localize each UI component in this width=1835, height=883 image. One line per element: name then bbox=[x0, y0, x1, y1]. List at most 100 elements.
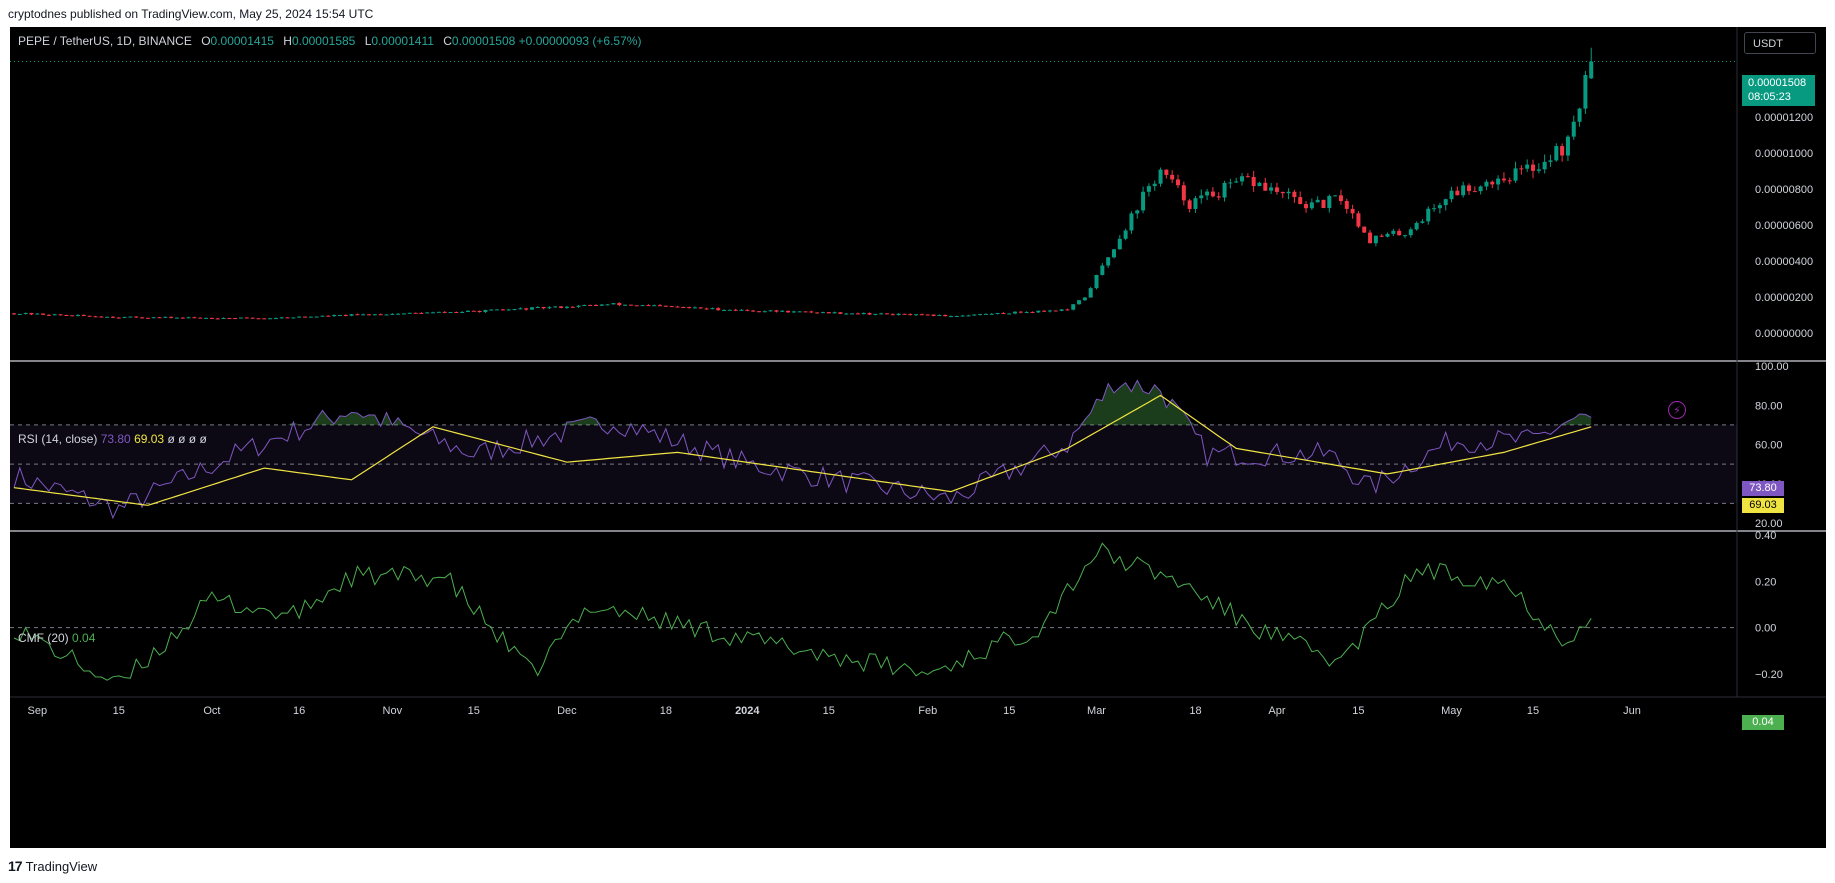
candle-body bbox=[1420, 221, 1425, 223]
candle-body bbox=[151, 317, 156, 319]
candle-body bbox=[535, 307, 540, 309]
candle-body bbox=[1228, 182, 1233, 184]
candle-body bbox=[960, 315, 965, 317]
candle-body bbox=[407, 312, 412, 314]
candle-body bbox=[436, 311, 441, 313]
candle-body bbox=[890, 314, 895, 316]
x-tick-label: 15 bbox=[823, 705, 835, 717]
candle-body bbox=[605, 304, 610, 306]
candle-body bbox=[983, 313, 988, 315]
candle-body bbox=[1274, 187, 1279, 192]
candle-body bbox=[623, 304, 628, 306]
candle-body bbox=[1152, 183, 1157, 187]
candle-body bbox=[401, 313, 406, 315]
candle-body bbox=[1047, 310, 1052, 312]
candle-body bbox=[611, 303, 616, 305]
candle-body bbox=[221, 318, 226, 320]
candle-body bbox=[727, 309, 732, 311]
candle-body bbox=[76, 314, 81, 316]
candle-body bbox=[669, 306, 674, 308]
cmf-value-tag: 0.04 bbox=[1742, 715, 1784, 730]
candle-body bbox=[559, 306, 564, 308]
candle-body bbox=[774, 310, 779, 312]
candle-body bbox=[1018, 311, 1023, 313]
candle-body bbox=[1525, 164, 1530, 169]
candle-body bbox=[1402, 235, 1407, 237]
candle-body bbox=[1350, 208, 1355, 214]
candle-body bbox=[1333, 195, 1338, 197]
candle-body bbox=[844, 313, 849, 315]
candle-body bbox=[1053, 310, 1058, 312]
candle-body bbox=[1024, 311, 1029, 313]
cmf-title: CMF (20) bbox=[18, 631, 69, 645]
candle-body bbox=[1344, 201, 1349, 209]
rsi-ma-line bbox=[13, 394, 1592, 506]
candle-body bbox=[1536, 169, 1541, 171]
candle-body bbox=[413, 312, 418, 314]
candle-body bbox=[1397, 230, 1402, 236]
candle-body bbox=[1391, 230, 1396, 234]
high-value: 0.00001585 bbox=[291, 34, 356, 48]
candle-body bbox=[244, 317, 249, 319]
candle-body bbox=[128, 316, 133, 318]
candle-body bbox=[1059, 309, 1064, 311]
chart-canvas[interactable]: 0.000016000.000014000.000012000.00001000… bbox=[10, 27, 1826, 848]
candle-body bbox=[1146, 186, 1151, 192]
candle-body bbox=[850, 313, 855, 315]
candle-body bbox=[332, 315, 337, 317]
candle-body bbox=[285, 317, 290, 319]
cmf-tick-label: 0.20 bbox=[1755, 576, 1776, 588]
candle-body bbox=[134, 316, 139, 318]
candle-body bbox=[35, 313, 40, 315]
lightning-icon[interactable]: ⚡ bbox=[1668, 401, 1686, 419]
candle-body bbox=[46, 314, 51, 316]
candle-body bbox=[803, 311, 808, 313]
candle-body bbox=[99, 316, 104, 318]
candle-body bbox=[87, 315, 92, 317]
candle-body bbox=[425, 312, 430, 314]
candle-body bbox=[372, 314, 377, 316]
candle-body bbox=[93, 316, 98, 318]
candle-body bbox=[919, 314, 924, 316]
candle-body bbox=[553, 306, 558, 308]
candle-body bbox=[29, 312, 34, 315]
candle-body bbox=[949, 316, 954, 318]
cmf-tick-label: 0.00 bbox=[1755, 623, 1776, 635]
rsi-tick-label: 80.00 bbox=[1755, 400, 1783, 412]
rsi-tick-label: 20.00 bbox=[1755, 518, 1783, 530]
candle-body bbox=[692, 307, 697, 309]
candle-body bbox=[384, 314, 389, 316]
candle-body bbox=[1548, 160, 1553, 162]
open-value: 0.00001415 bbox=[210, 34, 274, 48]
candle-body bbox=[681, 307, 686, 309]
candle-body bbox=[1257, 182, 1262, 187]
candle-body bbox=[1309, 202, 1314, 209]
candle-body bbox=[1443, 199, 1448, 206]
candle-body bbox=[17, 314, 22, 316]
candle-body bbox=[291, 317, 296, 319]
x-tick-label: Feb bbox=[918, 705, 937, 717]
x-tick-label: 18 bbox=[660, 705, 672, 717]
low-key: L bbox=[364, 34, 372, 48]
candle-body bbox=[52, 314, 57, 316]
candle-body bbox=[722, 310, 727, 312]
cmf-tick-label: 0.40 bbox=[1755, 530, 1776, 542]
candle-body bbox=[1583, 75, 1588, 109]
candle-body bbox=[978, 314, 983, 316]
candle-body bbox=[314, 316, 319, 318]
candle-body bbox=[1496, 178, 1501, 185]
candle-body bbox=[1315, 199, 1320, 203]
candle-body bbox=[861, 312, 866, 315]
candle-body bbox=[1560, 146, 1565, 156]
candle-body bbox=[594, 305, 598, 307]
candle-body bbox=[1426, 208, 1431, 222]
candle-body bbox=[105, 316, 110, 318]
candle-body bbox=[1304, 204, 1309, 209]
candle-body bbox=[1088, 288, 1093, 298]
candle-body bbox=[832, 312, 837, 314]
x-tick-label: Mar bbox=[1087, 705, 1106, 717]
currency-button[interactable]: USDT bbox=[1744, 32, 1816, 54]
footer: 17 TradingView bbox=[8, 858, 97, 874]
candle-body bbox=[308, 316, 313, 318]
candle-body bbox=[739, 309, 744, 311]
